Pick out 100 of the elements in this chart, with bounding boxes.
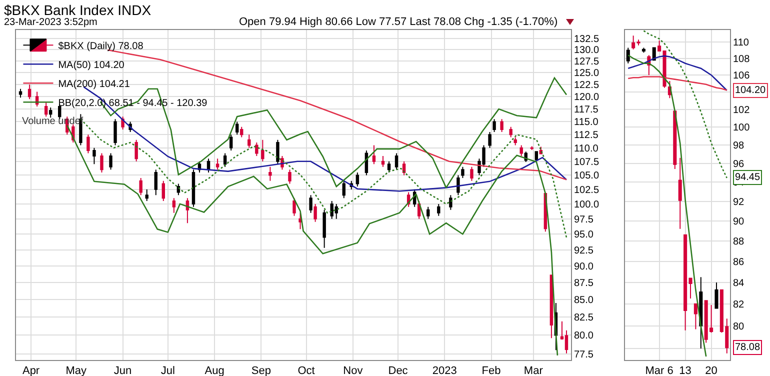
y-tick-label: 90 (733, 216, 745, 228)
y-tick-label: 100 (733, 122, 750, 134)
candlestick (276, 139, 280, 165)
y-tick-label: 97.5 (574, 214, 594, 226)
candlestick (492, 118, 496, 133)
candlestick (172, 198, 176, 214)
y-tick-label: 92 (733, 196, 745, 208)
y-tick-label: 80 (733, 321, 745, 332)
chart-title: $BKX Bank Index INDX (4, 2, 152, 18)
x-tick-label: 2023 (432, 365, 457, 376)
candlestick (240, 126, 244, 138)
y-tick-label: 115.0 (574, 117, 599, 128)
candlestick (626, 47, 630, 64)
x-tick-label: Nov (343, 365, 364, 376)
candlestick (223, 152, 227, 168)
x-tick-label: Jun (114, 365, 132, 376)
text: Open 79.94 High 80.66 Low 77.57 Last 78.08 Chg -1.35 (-1.70%) (239, 16, 558, 28)
candlestick (192, 169, 196, 208)
x-tick-label: Jul (160, 365, 175, 376)
y-tick-label: 85.0 (574, 295, 594, 306)
legend-label: MA(50) 104.20 (58, 60, 125, 72)
candlestick (288, 169, 292, 184)
candlestick (694, 303, 698, 330)
x-tick-label: 20 (705, 365, 718, 376)
candlestick (134, 139, 138, 162)
y-tick-label: 77.5 (574, 349, 594, 360)
y-tick-label: 130.0 (574, 45, 600, 56)
y-tick-label: 102.5 (574, 184, 600, 196)
candlestick (186, 198, 190, 224)
y-tick-label: 80.0 (574, 330, 594, 342)
candlestick (100, 152, 104, 173)
candlestick (372, 144, 376, 165)
candlestick (509, 126, 512, 138)
line-series (66, 124, 558, 356)
y-tick-label: 84 (733, 278, 745, 289)
candlestick (426, 206, 430, 220)
candlestick (387, 160, 391, 173)
candlestick (44, 102, 48, 118)
legend-label: MA(200) 104.21 (58, 79, 130, 90)
y-tick-label: 108 (733, 54, 750, 65)
candlestick (470, 166, 474, 182)
candlestick (114, 118, 117, 146)
candlestick (673, 110, 677, 170)
y-tick-label: 82 (733, 299, 745, 310)
candlestick (364, 150, 368, 176)
candlestick (322, 209, 326, 248)
candlestick (699, 276, 703, 349)
candlestick (534, 151, 538, 160)
y-tick-label: 120.0 (574, 92, 600, 104)
candlestick (449, 194, 452, 210)
y-tick-label: 100.0 (574, 199, 600, 210)
candlestick (18, 88, 22, 98)
x-tick-label: Mar (524, 365, 544, 376)
candlestick (642, 47, 646, 54)
y-tick-label: 102 (733, 104, 750, 116)
candlestick (520, 144, 523, 156)
y-tick-label: 117.5 (574, 104, 599, 116)
candlestick (461, 166, 464, 179)
y-tick-label: 96 (733, 158, 745, 170)
candlestick (678, 157, 682, 230)
y-tick-label: 107.5 (574, 156, 600, 168)
text: 104.20 (735, 85, 766, 96)
y-tick-label: 112.5 (574, 130, 599, 142)
y-tick-label: 95.0 (574, 230, 594, 241)
line-series (627, 76, 728, 91)
y-tick-label: 125.0 (574, 68, 600, 80)
line-series (627, 54, 707, 358)
candlestick (292, 198, 296, 216)
x-tick-label: Mar 6 (645, 365, 674, 376)
candlestick (514, 136, 517, 146)
y-tick-label: 87.5 (574, 278, 594, 289)
candlestick (28, 84, 32, 100)
chart-subtitle: 23-Mar-2023 3:52pm (4, 17, 98, 28)
candlestick (314, 203, 317, 222)
candlestick (216, 158, 220, 170)
candlestick (229, 134, 233, 152)
candlestick (248, 134, 251, 148)
candlestick (268, 166, 272, 182)
candlestick (162, 180, 165, 202)
candlestick (145, 188, 148, 202)
candlestick (261, 139, 264, 162)
legend-label: $BKX (Daily) 78.08 (58, 41, 144, 52)
candlestick (154, 169, 158, 196)
line-series (627, 55, 728, 92)
candlestick (381, 155, 385, 168)
candlestick (437, 203, 440, 216)
x-tick-label: Oct (298, 365, 315, 376)
candlestick (488, 132, 492, 148)
candlestick (86, 134, 90, 154)
x-tick-label: Feb (482, 365, 501, 376)
candlestick (235, 121, 239, 136)
y-tick-label: 90.0 (574, 261, 594, 272)
line-series (643, 30, 728, 179)
text: 78.08 (735, 342, 760, 353)
candlestick (309, 194, 312, 214)
candlestick (550, 274, 554, 339)
candlestick (356, 172, 360, 188)
candlestick (714, 282, 718, 309)
candlestick (456, 174, 460, 196)
y-tick-label: 86 (733, 256, 745, 268)
